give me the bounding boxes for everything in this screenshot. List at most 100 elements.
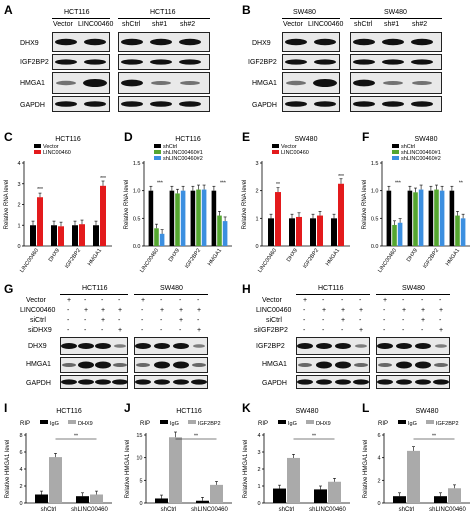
chart-e-annot-4: *** [338, 174, 344, 180]
blot-h-row-3: GAPDH [262, 380, 287, 387]
chart-c-cat-4: HMGA1 [87, 248, 103, 267]
chart-e-legend-swatch-2 [272, 150, 279, 154]
chart-j-legend-swatch-2 [188, 420, 196, 424]
chart-i-ytick-label-1: 0 [19, 501, 22, 507]
chart-f-bar-2-1 [407, 190, 413, 246]
blot-g-sign-r3-c7: + [179, 317, 184, 324]
chart-i-legend-swatch-2 [68, 420, 76, 424]
blot-g-sign-r1-c7: - [179, 297, 182, 304]
chart-i-cat-1: shCtrl [41, 507, 57, 513]
chart-f-bar-4-1 [449, 190, 455, 246]
chart-k-bar-2-2 [328, 481, 341, 503]
chart-k-ylabel: Relative HMGA1 level [243, 440, 249, 499]
blot-h-sign-r2-c4: + [359, 307, 364, 314]
chart-e-cat-3: IGF2BP2 [302, 248, 320, 270]
chart-d-ylabel: Relative RNA level [124, 180, 130, 230]
chart-f-bar-2-2 [413, 192, 418, 246]
chart-f-bar-3-1 [428, 190, 434, 246]
chart-c-legend-swatch-2 [34, 150, 41, 154]
chart-c-ytick-label-1: 0 [17, 244, 20, 250]
chart-e-cat-1: LINC00460 [257, 248, 278, 274]
chart-f-cat-1: LINC00460 [377, 248, 398, 274]
blot-a-row-2: IGF2BP2 [20, 59, 49, 66]
chart-d-bar-1-1 [148, 190, 154, 246]
chart-d-cat-3: IGF2BP2 [184, 248, 202, 270]
blot-g-title-left: HCT116 [82, 285, 108, 292]
chart-f-ylabel: Relative RNA level [362, 180, 368, 230]
panel-letter-j: J [124, 401, 131, 415]
chart-k-ytick-label-1: 0 [257, 501, 260, 507]
blot-b-row-3: HMGA1 [252, 80, 277, 87]
blot-h-cond-2: LINC00460 [256, 307, 292, 314]
blot-h-cond-3: siCtrl [266, 317, 282, 324]
panel-letter-b: B [242, 3, 251, 17]
chart-j-ytick-label-4: 15 [136, 433, 142, 439]
chart-f-bar-2-3 [418, 189, 424, 246]
chart-j-legend-label-2: IGF2BP2 [198, 421, 221, 427]
chart-e-cat-4: HMGA1 [325, 248, 341, 267]
blot-a-lane-1: Vector [53, 21, 73, 28]
chart-l-title: SW480 [416, 408, 439, 415]
chart-l-legend-swatch-2 [426, 420, 434, 424]
chart-i-legend-prefix: RIP [20, 421, 30, 427]
chart-e-ytick-label-1: 0 [255, 244, 258, 250]
chart-d-bar-4-2 [217, 215, 222, 246]
blot-g-title-right: SW480 [160, 285, 183, 292]
chart-i-ytick-label-5: 8 [19, 433, 22, 439]
blot-g-sign-r3-c5: - [141, 317, 144, 324]
chart-k-sig-label: ** [312, 434, 316, 440]
blot-g-sign-r3-c1: - [67, 317, 70, 324]
chart-i-legend-label-1: IgG [50, 421, 59, 427]
chart-l-bar-2-2 [448, 488, 461, 503]
blot-h-row-2: HMGA1 [262, 361, 287, 368]
chart-j-ylabel: Relative HMGA1 level [125, 440, 131, 499]
chart-d-cat-2: DHX9 [168, 248, 181, 263]
chart-c-cat-3: IGF2BP2 [64, 248, 82, 270]
chart-l-legend-label-2: IGF2BP2 [436, 421, 459, 427]
blot-b-lane-1: Vector [283, 21, 303, 28]
chart-l-ytick-label-4: 6 [377, 433, 380, 439]
chart-c-cat-1: LINC00460 [19, 248, 40, 274]
chart-k-bar-2-1 [314, 489, 327, 503]
chart-c-cat-2: DHX9 [48, 248, 61, 263]
chart-e-ytick-label-4: 3 [255, 161, 258, 167]
chart-k-bar-1-2 [287, 457, 300, 503]
blot-h-sign-r2-c8: + [439, 307, 444, 314]
blot-g-cond-1: Vector [26, 297, 46, 304]
blot-h-sign-r2-c3: + [341, 307, 346, 314]
chart-e-bar-2-2 [296, 216, 302, 246]
chart-d-ytick-label-1: 0.0 [133, 244, 141, 250]
blot-b-row-1: DHX9 [252, 40, 271, 47]
blot-h-sign-r4-c2: - [322, 327, 325, 334]
chart-d-annot-1: *** [157, 181, 163, 187]
chart-c-bar-1-2 [37, 197, 43, 246]
blot-h-sign-r3-c5: - [383, 317, 386, 324]
blot-g-sign-r3-c4: - [118, 317, 121, 324]
chart-f-annot-4: ** [459, 181, 463, 187]
blot-g-row-3: GAPDH [26, 380, 51, 387]
blot-a-title-right: HCT116 [150, 9, 176, 16]
blot-h-sign-r2-c1: - [303, 307, 306, 314]
panel-letter-f: F [362, 130, 370, 144]
chart-d-bar-1-2 [154, 228, 159, 246]
blot-g-sign-r4-c3: - [101, 327, 104, 334]
chart-e-legend-swatch-1 [272, 144, 279, 148]
blot-g-row-2: HMGA1 [26, 361, 51, 368]
chart-e-annot-1: ** [276, 182, 280, 188]
chart-j: HCT116 RIP IgG IGF2BP2 0 5 10 15 Relative HMGA1 … [125, 408, 232, 513]
chart-c-bar-3-2 [79, 224, 85, 246]
blot-h-sign-r1-c8: - [439, 297, 442, 304]
blot-h-sign-r4-c6: - [402, 327, 405, 334]
chart-i-ytick-label-3: 4 [19, 467, 22, 473]
blot-b-lane-3: shCtrl [354, 21, 373, 28]
chart-d-bar-2-3 [180, 190, 186, 246]
chart-d-legend-label-3: shLINC00460#2 [163, 156, 203, 162]
chart-i-legend-label-2: DHX9 [78, 421, 93, 427]
blot-g-sign-r4-c6: - [160, 327, 163, 334]
chart-f-bar-4-2 [455, 215, 460, 246]
chart-d-cat-1: LINC00460 [139, 248, 160, 274]
chart-f-bar-4-3 [460, 218, 466, 246]
chart-i-cat-2: shLINC00460 [71, 507, 108, 513]
chart-e-legend-label-2: LINC00460 [281, 150, 309, 156]
